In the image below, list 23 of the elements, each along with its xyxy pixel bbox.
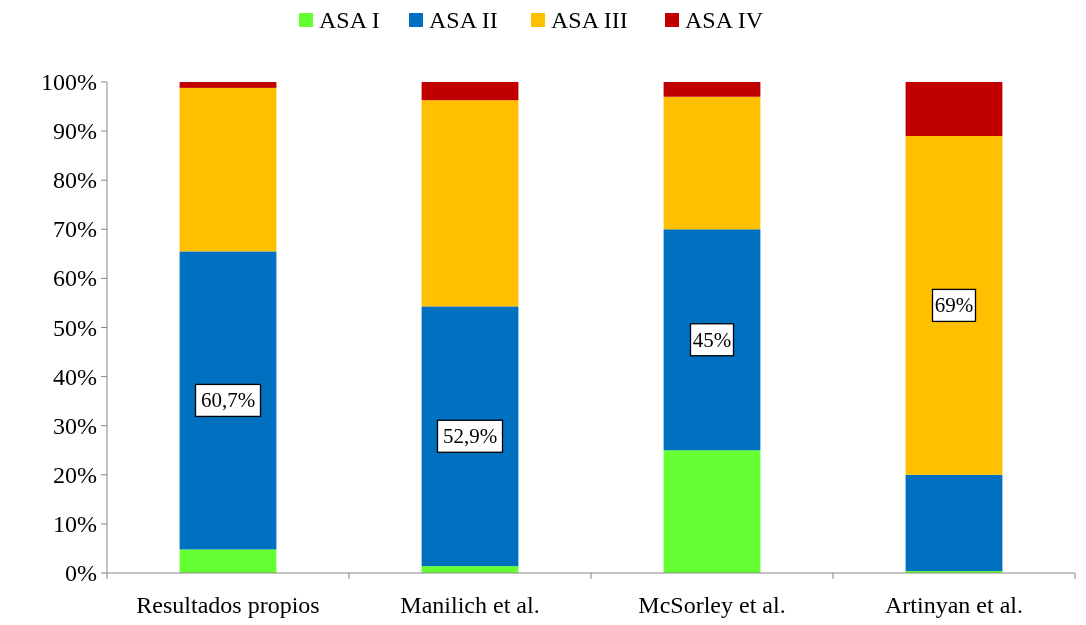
y-tick-label: 70% — [53, 216, 97, 243]
y-tick-label: 100% — [41, 69, 97, 95]
y-tick-label: 0% — [65, 560, 97, 586]
legend-label: ASA II — [429, 7, 498, 33]
x-tick-label: Manilich et al. — [400, 592, 540, 618]
data-label: 52,9% — [442, 424, 498, 449]
y-tick-label: 40% — [53, 363, 97, 390]
x-tick-label: McSorley et al. — [638, 592, 786, 618]
x-tick-label: Resultados propios — [136, 592, 320, 618]
legend-label: ASA III — [551, 7, 628, 33]
data-label: 60,7% — [200, 388, 256, 413]
data-label: 45% — [692, 327, 732, 352]
y-tick-label: 90% — [53, 118, 97, 145]
y-tick-label: 30% — [53, 412, 97, 439]
x-tick-label: Artinyan et al. — [885, 592, 1023, 618]
y-tick-label: 60% — [53, 265, 97, 292]
y-tick-label: 50% — [53, 314, 97, 341]
y-tick-label: 80% — [53, 167, 97, 194]
y-tick-label: 10% — [53, 510, 97, 537]
y-tick-label: 20% — [53, 461, 97, 488]
legend-label: ASA I — [319, 7, 380, 33]
legend-label: ASA IV — [685, 7, 764, 33]
data-label: 69% — [934, 293, 974, 318]
